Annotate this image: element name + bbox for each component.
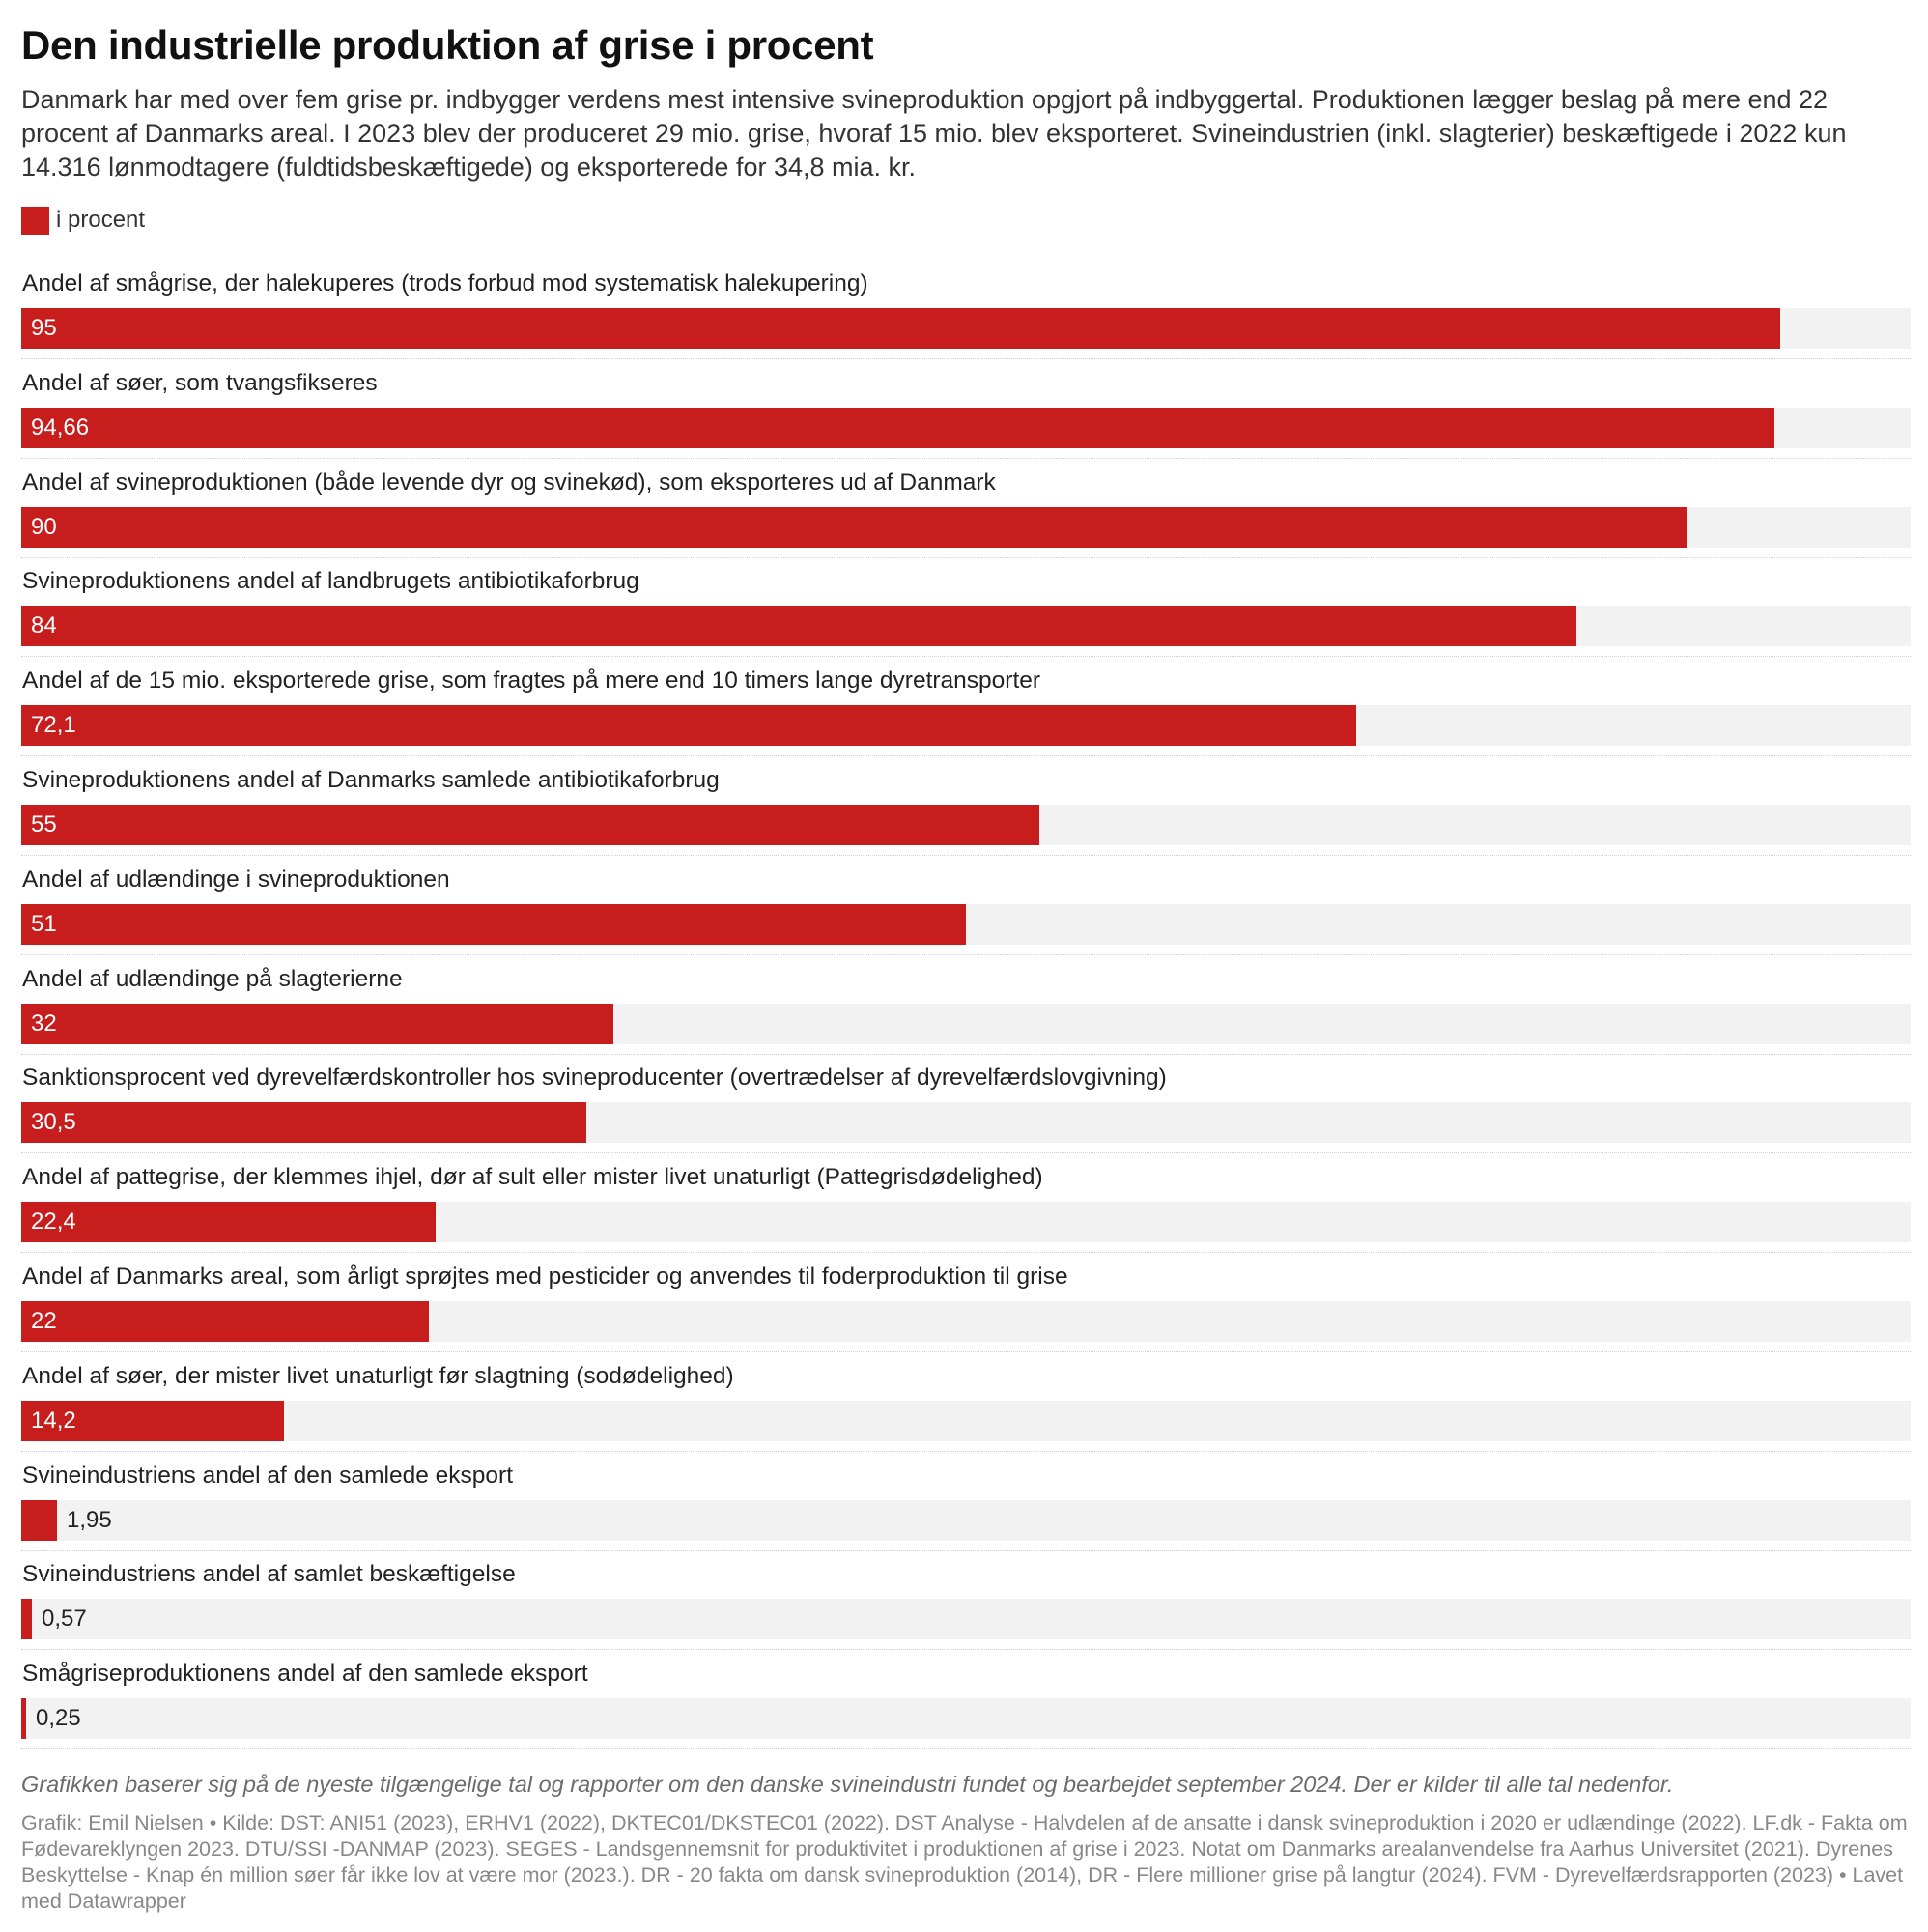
bar-category-label: Andel af svineproduktionen (både levende… (22, 469, 996, 496)
bar-track: 14,2 (21, 1400, 1911, 1441)
bar-category-label: Andel af søer, som tvangsfikseres (22, 369, 378, 396)
bar (21, 506, 1687, 548)
bar (21, 1202, 436, 1243)
bar-category-label: Smågriseproduktionens andel af den samle… (22, 1661, 588, 1688)
bar-category-label: Svineproduktionens andel af Danmarks sam… (22, 766, 720, 793)
bar-value-label: 90 (31, 513, 57, 540)
bar-row: Andel af søer, der mister livet unaturli… (21, 1359, 1911, 1459)
bar-value-label: 22,4 (31, 1208, 76, 1236)
row-separator (21, 656, 1911, 658)
bar (21, 705, 1356, 747)
bar-row: Andel af Danmarks areal, som årligt sprø… (21, 1260, 1911, 1359)
bar-category-label: Svineindustriens andel af samlet beskæft… (22, 1561, 516, 1588)
bar-track: 51 (21, 903, 1911, 945)
bar-value-label: 1,95 (67, 1506, 112, 1533)
chart-source: Grafik: Emil Nielsen • Kilde: DST: ANI51… (21, 1811, 1908, 1913)
bar-category-label: Andel af pattegrise, der klemmes ihjel, … (22, 1164, 1043, 1191)
bar-track: 0,25 (21, 1698, 1911, 1740)
bar-track: 30,5 (21, 1102, 1911, 1144)
bar-value-label: 84 (31, 612, 57, 639)
chart-title: Den industrielle produktion af grise i p… (21, 22, 874, 68)
row-separator (21, 457, 1911, 459)
bar-row: Andel af de 15 mio. eksporterede grise, … (21, 664, 1911, 763)
bar-chart: Andel af smågrise, der halekuperes (trod… (21, 267, 1911, 1756)
bar-row: Andel af pattegrise, der klemmes ihjel, … (21, 1160, 1911, 1260)
bar-track: 0,57 (21, 1599, 1911, 1640)
row-separator (21, 1252, 1911, 1254)
bar-value-label: 72,1 (31, 712, 76, 739)
chart-header: Den industrielle produktion af grise i p… (21, 17, 1911, 235)
row-separator (21, 854, 1911, 856)
bar-category-label: Andel af de 15 mio. eksporterede grise, … (22, 668, 1041, 695)
bar-category-label: Svineproduktionens andel af landbrugets … (22, 568, 639, 595)
bar-category-label: Svineindustriens andel af den samlede ek… (22, 1462, 514, 1489)
legend: i procent (21, 206, 1911, 235)
bar-row: Smågriseproduktionens andel af den samle… (21, 1657, 1911, 1756)
row-separator (21, 1649, 1911, 1651)
bar (21, 1300, 429, 1342)
bar-row: Svineindustriens andel af samlet beskæft… (21, 1557, 1911, 1657)
bar-row: Andel af søer, som tvangsfikseres 94,66 (21, 366, 1911, 466)
bar (21, 407, 1774, 448)
bar-track: 22,4 (21, 1202, 1911, 1243)
bar-category-label: Sanktionsprocent ved dyrevelfærdskontrol… (22, 1065, 1167, 1092)
bar-row: Svineproduktionens andel af Danmarks sam… (21, 763, 1911, 863)
bar-value-label: 0,57 (42, 1605, 87, 1633)
bar-row: Andel af udlændinge i svineproduktionen 5… (21, 863, 1911, 962)
bar (21, 1400, 284, 1441)
bar-row: Svineproduktionens andel af landbrugets … (21, 564, 1911, 664)
bar-value-label: 30,5 (31, 1109, 76, 1136)
legend-swatch (21, 206, 49, 235)
row-separator (21, 953, 1911, 955)
bar-value-label: 51 (31, 910, 57, 937)
row-separator (21, 755, 1911, 757)
row-separator (21, 1549, 1911, 1551)
bar-value-label: 14,2 (31, 1406, 76, 1434)
bar-category-label: Andel af Danmarks areal, som årligt sprø… (22, 1263, 1068, 1290)
bar-category-label: Andel af søer, der mister livet unaturli… (22, 1362, 734, 1389)
chart-note: Grafikken baserer sig på de nyeste tilgæ… (21, 1772, 1674, 1797)
bar (21, 606, 1576, 647)
bar-value-label: 32 (31, 1009, 57, 1037)
bar-track: 22 (21, 1300, 1911, 1342)
chart-subtitle: Danmark har med over fem grise pr. indby… (21, 85, 1847, 182)
row-separator (21, 1748, 1911, 1750)
bar-row: Svineindustriens andel af den samlede ek… (21, 1459, 1911, 1558)
bar-value-label: 94,66 (31, 413, 90, 440)
bar-category-label: Andel af smågrise, der halekuperes (trod… (22, 270, 868, 297)
bar-track: 55 (21, 804, 1911, 845)
bar-track: 1,95 (21, 1499, 1911, 1541)
bar-track: 95 (21, 308, 1911, 349)
bar-row: Andel af udlændinge på slagterierne 32 (21, 962, 1911, 1062)
bar (21, 308, 1780, 349)
bar-track: 72,1 (21, 705, 1911, 747)
bar-track: 90 (21, 506, 1911, 548)
bar-value-label: 0,25 (36, 1705, 81, 1732)
row-separator (21, 1450, 1911, 1452)
bar (21, 903, 966, 945)
bar-track: 32 (21, 1003, 1911, 1044)
legend-label: i procent (56, 207, 146, 233)
bar-category-label: Andel af udlændinge i svineproduktionen (22, 866, 450, 893)
bar (21, 1499, 57, 1541)
bar-row: Andel af svineproduktionen (både levende… (21, 466, 1911, 565)
bar (21, 1003, 613, 1044)
row-separator (21, 1152, 1911, 1154)
bar-track: 94,66 (21, 407, 1911, 448)
bar (21, 804, 1039, 845)
bar-row: Andel af smågrise, der halekuperes (trod… (21, 267, 1911, 366)
bar (21, 1599, 32, 1640)
bar-value-label: 95 (31, 315, 57, 341)
row-separator (21, 1053, 1911, 1055)
bar-row: Sanktionsprocent ved dyrevelfærdskontrol… (21, 1061, 1911, 1160)
bar-track: 84 (21, 606, 1911, 647)
bar-value-label: 22 (31, 1307, 57, 1334)
bar (21, 1102, 586, 1144)
row-separator (21, 358, 1911, 359)
bar-value-label: 55 (31, 810, 57, 838)
row-separator (21, 1350, 1911, 1352)
bar-category-label: Andel af udlændinge på slagterierne (22, 965, 403, 992)
bar (21, 1698, 26, 1740)
row-separator (21, 556, 1911, 558)
